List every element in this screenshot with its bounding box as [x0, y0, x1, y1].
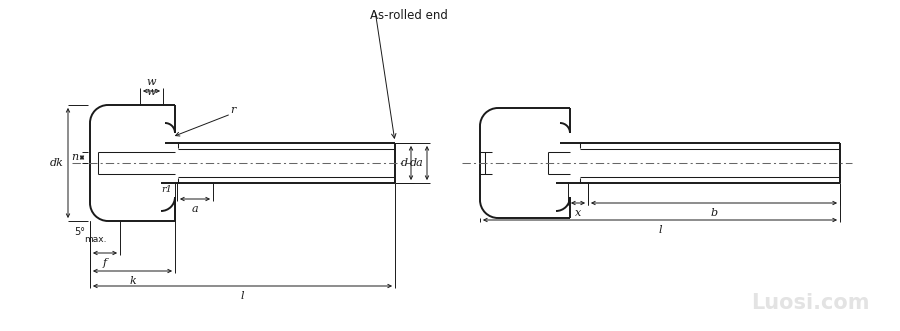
Text: r: r: [230, 105, 236, 115]
Text: l: l: [241, 291, 244, 301]
Text: r1: r1: [162, 185, 173, 194]
Text: d: d: [400, 158, 408, 168]
Text: b: b: [710, 208, 717, 218]
Text: w: w: [147, 77, 157, 87]
Text: a: a: [192, 204, 198, 214]
Text: max.: max.: [84, 235, 106, 244]
Text: n: n: [71, 153, 78, 163]
Text: As-rolled end: As-rolled end: [370, 9, 448, 22]
Text: l: l: [658, 225, 662, 235]
Text: 5°: 5°: [74, 227, 85, 237]
Text: k: k: [129, 276, 136, 286]
Text: dk: dk: [50, 158, 64, 168]
Text: f: f: [103, 258, 107, 268]
Text: x: x: [575, 208, 581, 218]
Text: Luosi.com: Luosi.com: [751, 293, 869, 313]
Text: w: w: [147, 87, 157, 97]
Text: da: da: [410, 158, 424, 168]
